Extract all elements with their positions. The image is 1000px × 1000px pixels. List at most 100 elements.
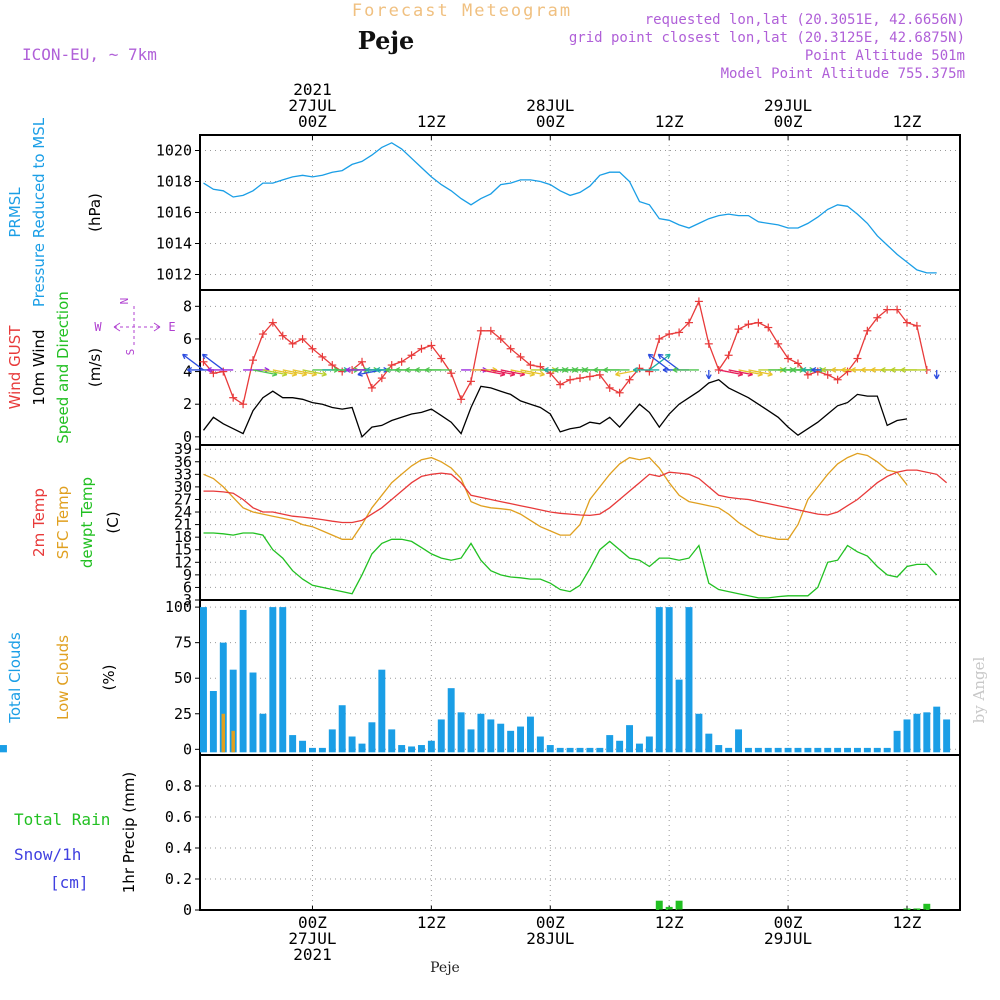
total-cloud-bar <box>844 747 852 753</box>
gust-marker <box>665 330 674 339</box>
y-tick-label: 50 <box>174 669 192 687</box>
pressure-panel: 1012 1014 1016 1018 1020 PRMSL Pressure Reduce… <box>6 117 961 307</box>
y-axis-label: (m/s) <box>86 348 104 387</box>
total-cloud-bar <box>209 691 217 753</box>
precip-legend-label: Snow/1h <box>14 845 81 864</box>
gust-marker <box>902 318 911 327</box>
total-cloud-bar <box>507 730 515 753</box>
y-tick-label: 1012 <box>156 266 192 284</box>
wind-arrow <box>520 369 545 377</box>
gust-marker <box>912 321 921 330</box>
total-cloud-bar <box>933 706 941 753</box>
y-tick-label: 1014 <box>156 235 192 253</box>
total-cloud-bar <box>556 747 564 753</box>
gust-marker <box>199 357 208 366</box>
gust-marker <box>605 383 614 392</box>
total-cloud-bar <box>735 729 743 753</box>
total-cloud-bar <box>279 607 287 753</box>
total-cloud-bar <box>675 679 683 753</box>
wind-arrow <box>657 353 680 371</box>
y-axis-label: 1hr Precip (mm) <box>120 772 138 893</box>
total-cloud-bar <box>219 642 227 753</box>
total-cloud-bar <box>715 745 723 753</box>
y-axis-label: Wind GUST <box>6 325 24 410</box>
y-tick-label: 3 <box>183 591 192 609</box>
gust-marker <box>793 359 802 368</box>
precip-legend-label: [cm] <box>50 873 89 892</box>
y-tick-label: 25 <box>174 705 192 723</box>
gust-marker <box>704 339 713 348</box>
y-axis-label: dewpt Temp <box>78 477 96 568</box>
total-cloud-bar <box>576 747 584 753</box>
total-cloud-bar <box>348 736 356 753</box>
y-tick-label: 1020 <box>156 142 192 160</box>
time-label-bottom: 00Z <box>774 913 803 932</box>
compass-south: S <box>124 349 137 356</box>
gust-marker <box>684 318 693 327</box>
clouds-panel: 0 25 50 75 100 Total Clouds Low Clouds (%) <box>0 598 961 758</box>
gust-marker <box>744 320 753 329</box>
y-tick-label: 0.6 <box>165 808 192 826</box>
gust-marker <box>457 395 466 404</box>
y-tick-label: 75 <box>174 634 192 652</box>
total-cloud-bar <box>923 712 931 753</box>
total-cloud-bar <box>338 705 346 753</box>
gust-marker <box>249 356 258 365</box>
time-label-bottom: 12Z <box>655 913 684 932</box>
gust-marker <box>318 352 327 361</box>
gust-marker <box>615 388 624 397</box>
gust-marker <box>655 334 664 343</box>
compass-west: W <box>94 320 102 334</box>
panel-frame <box>199 599 961 756</box>
main-title: Forecast Meteogram <box>352 1 572 21</box>
total-cloud-bar <box>487 719 495 753</box>
total-cloud-bar <box>477 713 485 753</box>
gust-marker <box>486 326 495 335</box>
panel-frame <box>199 289 961 446</box>
wind-panel: 0 2 4 6 8 N W E S Wind GUST 10m Wind Speed and Dire… <box>6 289 961 446</box>
gust-marker <box>328 361 337 370</box>
compass-north: N <box>118 298 131 305</box>
total-cloud-bar <box>467 729 475 753</box>
total-cloud-bar <box>685 607 693 753</box>
total-cloud-bar <box>289 735 297 753</box>
gust-marker <box>883 305 892 314</box>
sfc-temp-line <box>203 452 908 540</box>
y-tick-label: 9 <box>183 566 192 584</box>
y-tick-label: 12 <box>174 553 192 571</box>
total-cloud-bar <box>417 745 425 753</box>
gust-marker <box>288 339 297 348</box>
gust-marker <box>754 318 763 327</box>
gust-marker <box>278 331 287 340</box>
gust-marker <box>526 361 535 370</box>
y-axis-label: (hPa) <box>86 193 104 232</box>
y-tick-label: 0 <box>183 901 192 919</box>
gust-marker <box>427 341 436 350</box>
gust-marker <box>298 334 307 343</box>
gust-marker <box>833 375 842 384</box>
total-cloud-bar <box>536 736 544 753</box>
wind-10m-line <box>202 378 908 438</box>
wind-arrow <box>900 366 927 373</box>
gust-marker <box>694 297 703 306</box>
time-label-bottom: 29JUL <box>764 929 812 948</box>
wind-arrow <box>647 353 670 371</box>
y-tick-label: 4 <box>183 363 192 381</box>
y-axis-label: Low Clouds <box>54 635 72 720</box>
y-tick-label: 8 <box>183 297 192 315</box>
time-label-top: 2021 <box>293 80 332 99</box>
y-tick-label: 6 <box>183 330 192 348</box>
y-tick-label: 0.8 <box>165 777 192 795</box>
total-cloud-bar <box>655 607 663 753</box>
total-cloud-bar <box>517 726 525 753</box>
y-tick-label: 15 <box>174 541 192 559</box>
total-cloud-bar <box>804 747 812 753</box>
total-cloud-bar <box>586 747 594 753</box>
y-axis-label: PRMSL <box>6 187 24 238</box>
gust-marker <box>387 361 396 370</box>
y-tick-label: 30 <box>174 478 192 496</box>
total-cloud-bar <box>408 746 416 753</box>
total-cloud-bar <box>774 747 782 753</box>
y-axis-label: (%) <box>100 665 118 691</box>
